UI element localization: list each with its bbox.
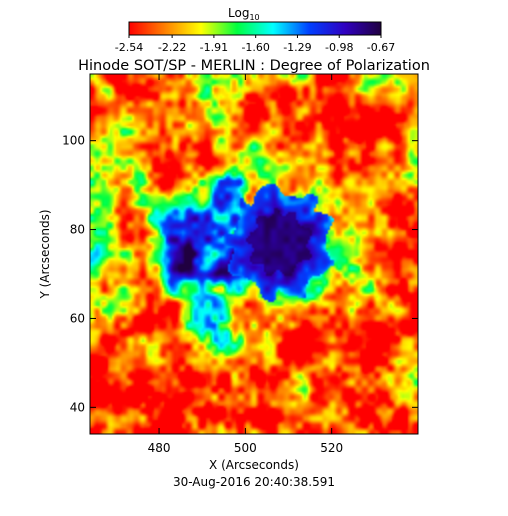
- timestamp: 30-Aug-2016 20:40:38.591: [173, 475, 335, 489]
- colorbar-tick-label: -2.22: [158, 41, 186, 54]
- colorbar-tick-label: -2.54: [115, 41, 143, 54]
- colorbar-tick-label: -0.67: [367, 41, 395, 54]
- colorbar-ticks: -2.54 -2.22 -1.91 -1.60 -1.29 -0.98 -0.67: [115, 35, 395, 54]
- y-axis-label: Y (Arcseconds): [38, 209, 52, 299]
- y-tick-label: 40: [70, 400, 85, 414]
- colorbar-title: Log10: [228, 6, 260, 22]
- x-tick-label: 480: [148, 441, 171, 455]
- y-axis: 40 60 80 100: [62, 134, 418, 414]
- colorbar-title-subscript: 10: [249, 13, 259, 22]
- heatmap-image: [90, 74, 418, 434]
- x-axis: 480 500 520: [148, 74, 343, 455]
- x-tick-label: 520: [320, 441, 343, 455]
- plot-frame: [89, 73, 419, 435]
- colorbar-tick-label: -1.91: [200, 41, 228, 54]
- y-tick-label: 60: [70, 311, 85, 325]
- colorbar-tick-label: -1.29: [283, 41, 311, 54]
- x-axis-label: X (Arcseconds): [209, 458, 299, 472]
- chart-title: Hinode SOT/SP - MERLIN : Degree of Polar…: [78, 58, 430, 74]
- x-tick-label: 500: [234, 441, 257, 455]
- colorbar-tick-label: -0.98: [325, 41, 353, 54]
- colorbar-tick-label: -1.60: [241, 41, 269, 54]
- y-tick-label: 80: [70, 223, 85, 237]
- y-tick-label: 100: [62, 134, 85, 148]
- colorbar: [128, 21, 382, 36]
